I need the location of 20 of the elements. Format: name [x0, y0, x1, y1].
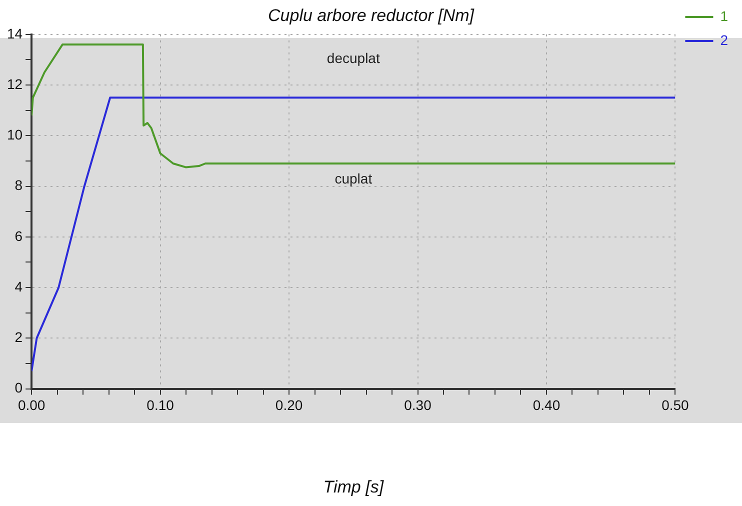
x-tick-label: 0.40: [532, 397, 560, 414]
y-tick-label: 6: [14, 228, 23, 244]
x-tick-label: 0.50: [662, 397, 690, 414]
y-tick-label: 0: [14, 380, 23, 396]
y-tick-label: 2: [14, 329, 23, 346]
y-tick-label: 10: [6, 126, 23, 143]
y-tick-label: 12: [6, 76, 23, 92]
annotation: decuplat: [326, 50, 380, 66]
x-tick-label: 0.30: [404, 397, 432, 414]
y-tick-label: 8: [14, 177, 23, 194]
legend-label: 2: [720, 32, 728, 48]
y-tick-label: 14: [6, 25, 23, 42]
y-tick-label: 4: [14, 278, 23, 294]
x-tick-label: 0.00: [18, 397, 46, 414]
x-axis-title: Timp [s]: [323, 478, 385, 497]
x-tick-label: 0.10: [146, 397, 174, 414]
annotation: cuplat: [334, 170, 372, 187]
legend-label: 1: [720, 8, 728, 24]
chart-title: Cuplu arbore reductor [Nm]: [268, 6, 476, 25]
x-tick-label: 0.20: [275, 397, 303, 414]
